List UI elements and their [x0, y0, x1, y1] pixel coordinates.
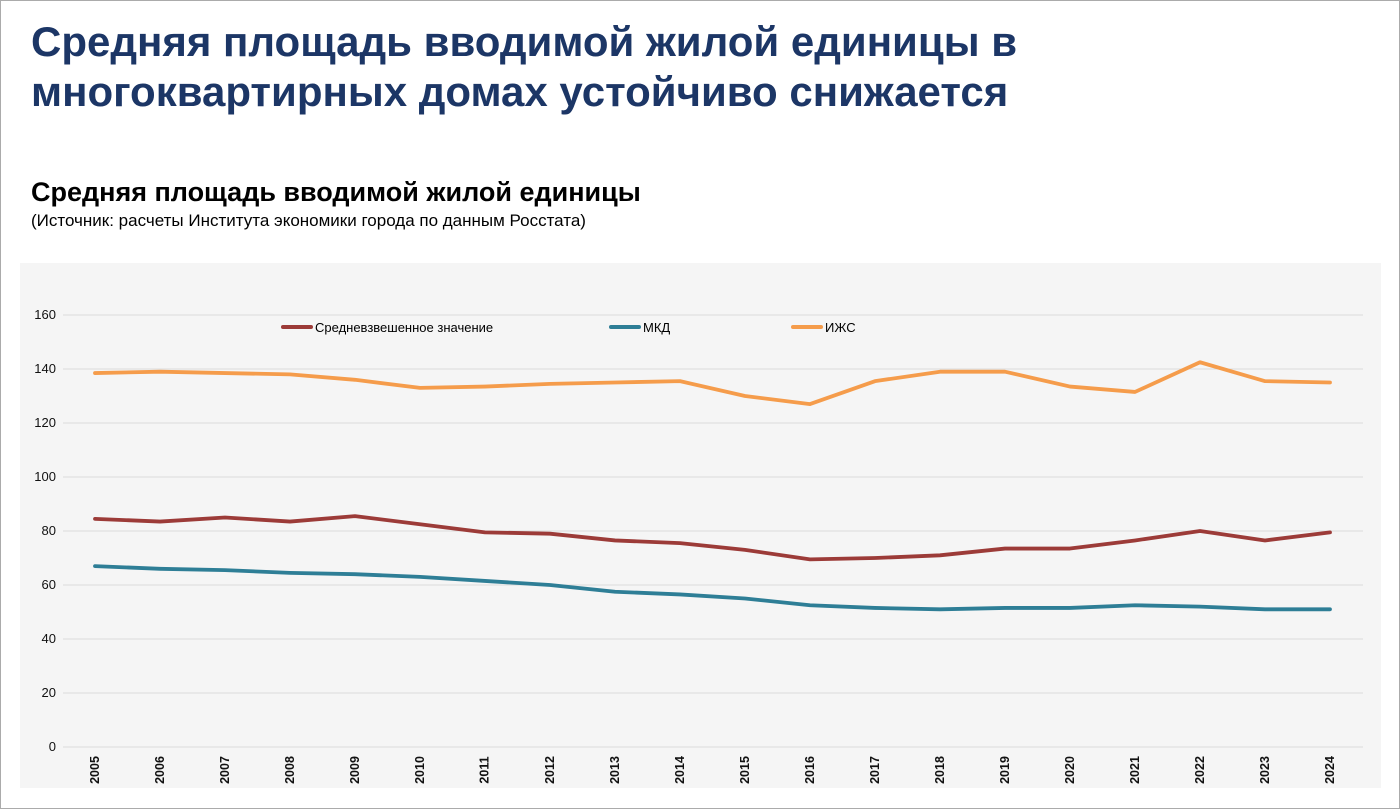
- y-tick-label-0: 0: [48, 739, 56, 754]
- page-title-line-1: Средняя площадь вводимой жилой единицы в: [31, 18, 1018, 65]
- x-tick-label-2014: 2014: [659, 751, 701, 789]
- legend-swatch-icon: [609, 324, 641, 330]
- x-tick-text: 2007: [218, 756, 232, 784]
- x-tick-text: 2010: [413, 756, 427, 784]
- series-line-ИЖС: [93, 360, 1332, 407]
- chart-source: (Источник: расчеты Института экономики г…: [31, 211, 586, 230]
- x-tick-text: 2005: [88, 756, 102, 784]
- x-tick-text: 2017: [868, 756, 882, 784]
- legend-item-ИЖС: ИЖС: [791, 319, 856, 335]
- line-chart: [63, 314, 1363, 748]
- y-tick-label-100: 100: [34, 469, 56, 484]
- x-tick-text: 2008: [283, 756, 297, 784]
- x-tick-text: 2020: [1063, 756, 1077, 784]
- x-tick-label-2010: 2010: [399, 751, 441, 789]
- x-tick-label-2009: 2009: [334, 751, 376, 789]
- x-tick-text: 2014: [673, 756, 687, 784]
- y-tick-label-80: 80: [41, 523, 56, 538]
- x-tick-label-2012: 2012: [529, 751, 571, 789]
- x-tick-text: 2021: [1128, 756, 1142, 784]
- x-tick-text: 2023: [1258, 756, 1272, 784]
- legend-item-Средневзвешенное значение: Средневзвешенное значение: [281, 319, 493, 335]
- x-tick-text: 2019: [998, 756, 1012, 784]
- x-tick-text: 2012: [543, 756, 557, 784]
- x-tick-text: 2024: [1323, 756, 1337, 784]
- x-tick-label-2011: 2011: [464, 751, 506, 789]
- x-tick-label-2019: 2019: [984, 751, 1026, 789]
- legend-swatch-icon: [281, 324, 313, 330]
- y-tick-label-160: 160: [34, 307, 56, 322]
- y-tick-label-120: 120: [34, 415, 56, 430]
- x-tick-label-2020: 2020: [1049, 751, 1091, 789]
- x-tick-text: 2022: [1193, 756, 1207, 784]
- x-tick-label-2013: 2013: [594, 751, 636, 789]
- x-tick-text: 2015: [738, 756, 752, 784]
- x-tick-text: 2013: [608, 756, 622, 784]
- y-tick-label-140: 140: [34, 361, 56, 376]
- x-tick-label-2021: 2021: [1114, 751, 1156, 789]
- x-tick-label-2005: 2005: [74, 751, 116, 789]
- chart-heading: Средняя площадь вводимой жилой единицы: [31, 177, 641, 207]
- x-tick-label-2024: 2024: [1309, 751, 1351, 789]
- series-line-МКД: [93, 564, 1332, 612]
- legend-label: Средневзвешенное значение: [315, 319, 494, 335]
- x-tick-label-2016: 2016: [789, 751, 831, 789]
- y-tick-label-20: 20: [41, 685, 56, 700]
- legend-item-МКД: МКД: [609, 319, 670, 335]
- series-line-Средневзвешенное значение: [93, 514, 1332, 562]
- x-tick-label-2006: 2006: [139, 751, 181, 789]
- x-tick-label-2022: 2022: [1179, 751, 1221, 789]
- x-tick-text: 2011: [478, 756, 492, 784]
- x-tick-text: 2018: [933, 756, 947, 784]
- x-tick-label-2007: 2007: [204, 751, 246, 789]
- x-tick-label-2015: 2015: [724, 751, 766, 789]
- y-tick-label-60: 60: [41, 577, 56, 592]
- legend-label: МКД: [643, 319, 671, 335]
- page-title-line-2: многоквартирных домах устойчиво снижаетс…: [31, 68, 1009, 115]
- legend-swatch-icon: [791, 324, 823, 330]
- y-tick-label-40: 40: [41, 631, 56, 646]
- chart-panel: 0 20 40 60 80 100 120 140 160 2005 2006 2007 2008 20…: [20, 263, 1381, 788]
- x-tick-label-2008: 2008: [269, 751, 311, 789]
- x-tick-text: 2016: [803, 756, 817, 784]
- x-tick-label-2017: 2017: [854, 751, 896, 789]
- x-tick-text: 2006: [153, 756, 167, 784]
- legend-label: ИЖС: [825, 319, 856, 335]
- x-tick-text: 2009: [348, 756, 362, 784]
- page-title: Средняя площадь вводимой жилой единицы в…: [31, 17, 1017, 117]
- x-tick-label-2018: 2018: [919, 751, 961, 789]
- x-tick-label-2023: 2023: [1244, 751, 1286, 789]
